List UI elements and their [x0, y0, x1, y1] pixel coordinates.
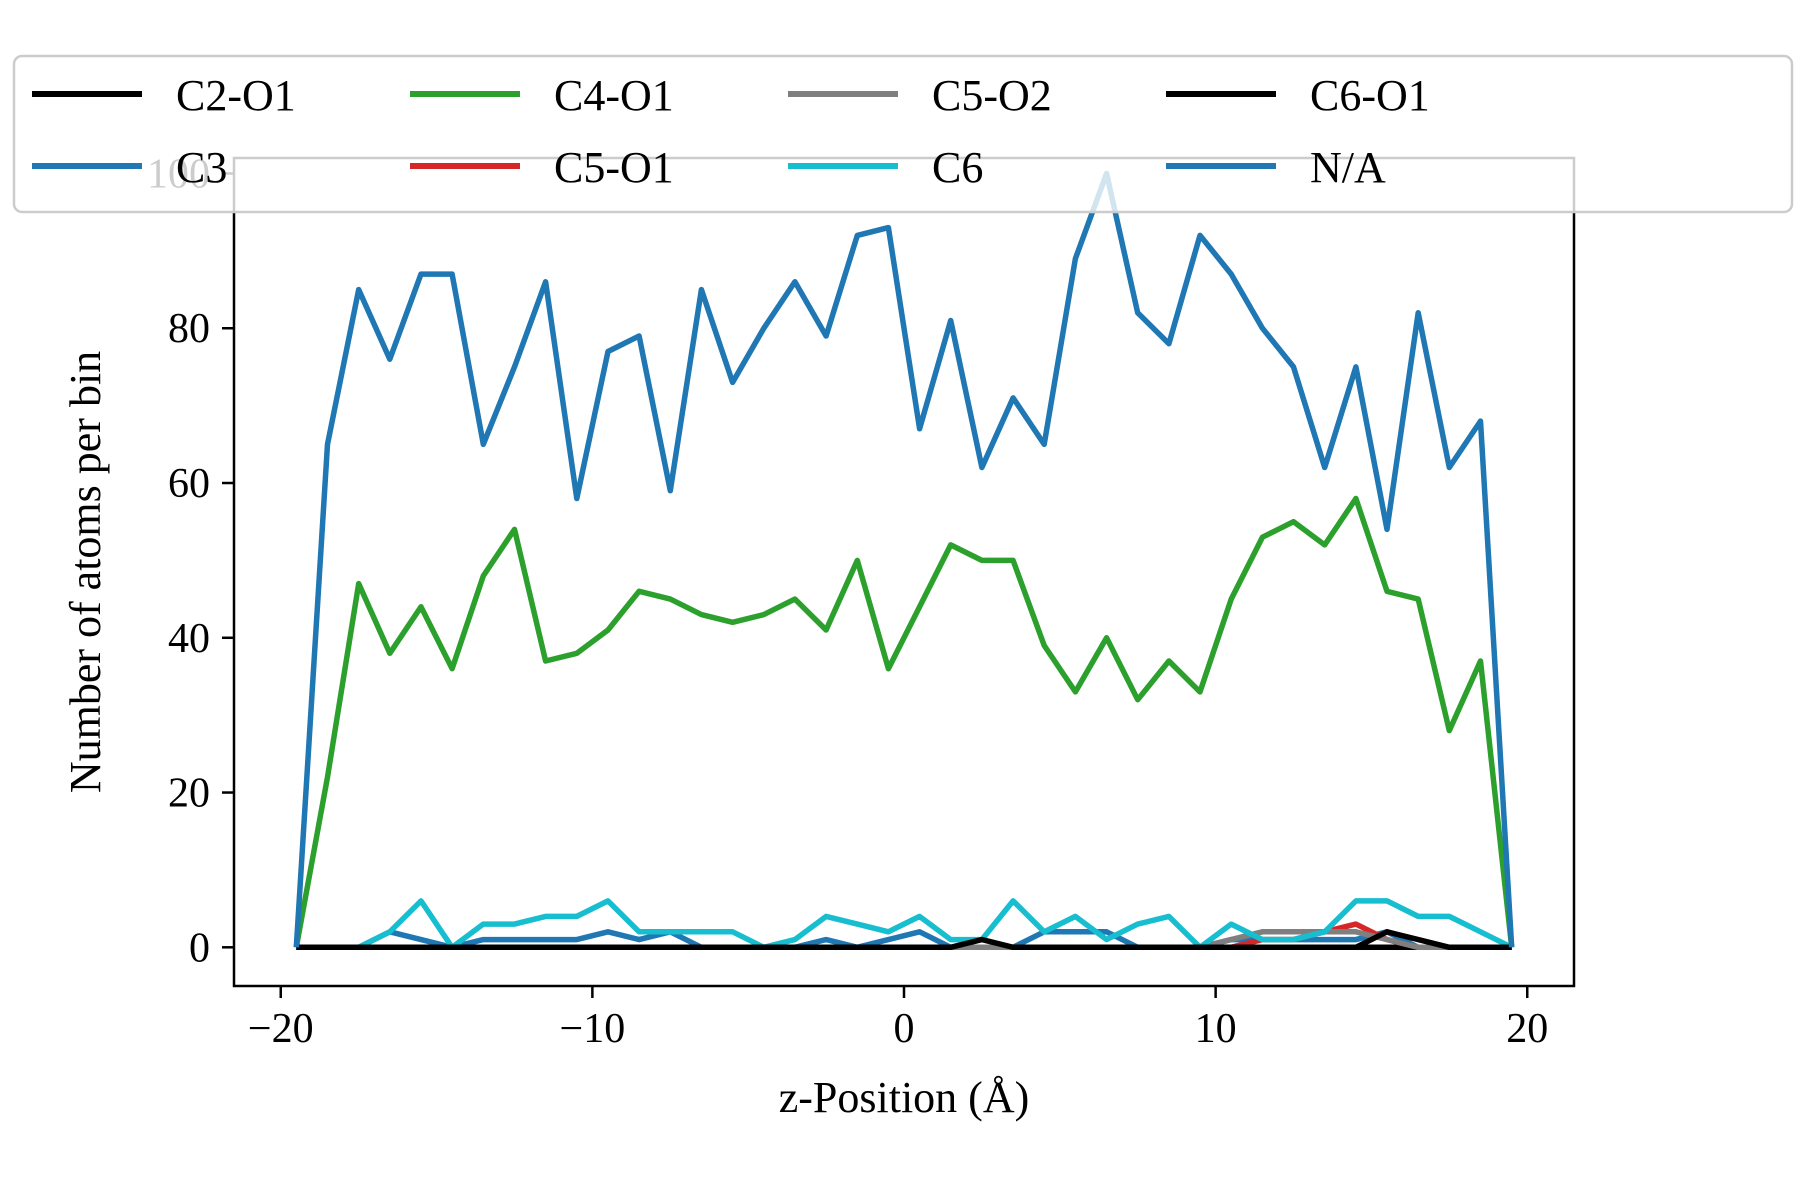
legend-label: C3 — [176, 143, 227, 192]
y-tick-label: 80 — [168, 306, 210, 352]
y-tick-label: 20 — [168, 771, 210, 817]
series-line-n-a — [293, 170, 1515, 948]
legend-label: C6 — [932, 143, 983, 192]
x-tick-label: 20 — [1506, 1006, 1548, 1052]
y-tick-label: 40 — [168, 616, 210, 662]
series-line-c3 — [296, 929, 1512, 951]
legend-label: C4-O1 — [554, 71, 674, 120]
y-tick-label: 0 — [189, 925, 210, 971]
axes-frame — [232, 156, 1576, 988]
legend-label: C5-O2 — [932, 71, 1052, 120]
series-line-c6 — [296, 898, 1513, 951]
x-tick-label: −20 — [248, 1006, 314, 1052]
x-axis: −20 −10 0 10 20 — [248, 986, 1548, 1052]
plot-area — [293, 170, 1515, 951]
x-axis-title: z-Position (Å) — [779, 1073, 1030, 1122]
series-line-c6-o1 — [296, 929, 1512, 951]
x-tick-label: 10 — [1195, 1006, 1237, 1052]
legend-label: C6-O1 — [1310, 71, 1430, 120]
legend-label: N/A — [1310, 143, 1386, 192]
y-axis-title: Number of atoms per bin — [61, 351, 110, 793]
series-line-c4-o1 — [293, 495, 1515, 948]
legend: C2-O1 C3 C4-O1 C5-O1 C5-O2 C6 C6-O1 N/A — [12, 54, 1794, 214]
x-tick-label: 0 — [894, 1006, 915, 1052]
legend-label: C2-O1 — [176, 71, 296, 120]
x-tick-label: −10 — [560, 1006, 626, 1052]
y-axis: 020406080100 — [147, 151, 234, 971]
y-tick-label: 60 — [168, 461, 210, 507]
legend-label: C5-O1 — [554, 143, 674, 192]
